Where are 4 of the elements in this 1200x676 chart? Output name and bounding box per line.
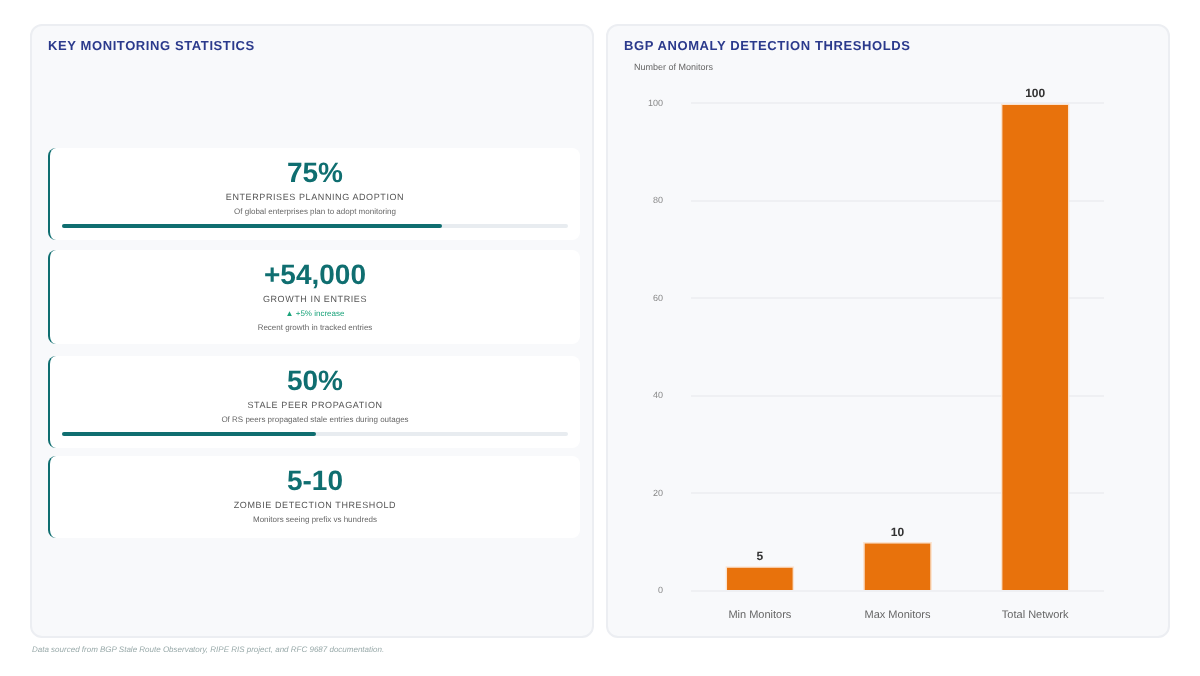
data-label: 50% — [284, 364, 346, 396]
data-label: 5-10 — [284, 464, 346, 496]
data-label: +54,000 — [262, 258, 368, 290]
data-label: 75% — [284, 156, 346, 188]
